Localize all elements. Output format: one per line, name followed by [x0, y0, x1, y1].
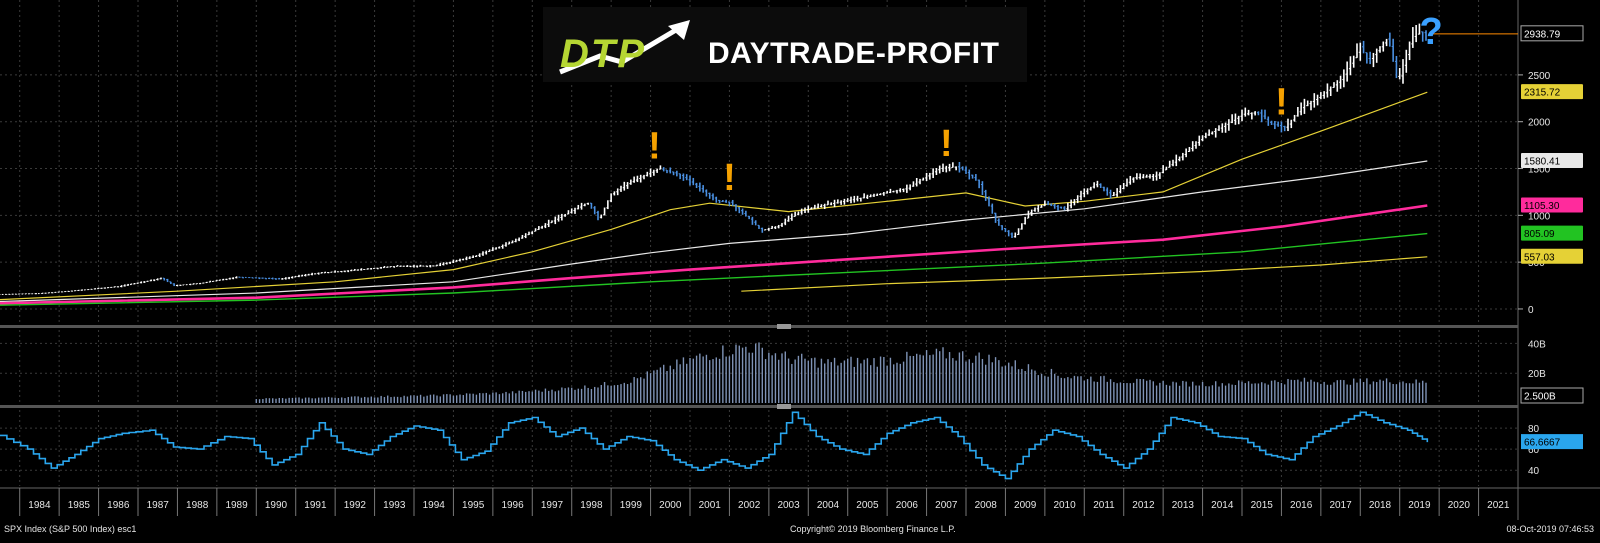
- x-tick-label: 2002: [738, 500, 761, 511]
- x-tick-label: 2001: [699, 500, 722, 511]
- vol-y-label: 40B: [1528, 339, 1546, 350]
- x-tick-label: 1999: [620, 500, 643, 511]
- y-tick-label: 2000: [1528, 118, 1551, 129]
- x-tick-label: 1992: [344, 500, 367, 511]
- footer-timestamp: 08-Oct-2019 07:46:53: [1506, 524, 1594, 534]
- x-tick-label: 2005: [856, 500, 879, 511]
- y-tick-label: 2500: [1528, 71, 1551, 82]
- rsi-last-label: 66.6667: [1524, 438, 1561, 449]
- x-tick-label: 2010: [1053, 500, 1076, 511]
- footer-security-label: SPX Index (S&P 500 Index) esc1: [4, 524, 137, 534]
- x-tick-label: 1994: [423, 500, 446, 511]
- series-line-ma3: [0, 204, 1428, 305]
- exclamation-annotation: !: [648, 125, 661, 167]
- question-annotation: ?: [1420, 11, 1443, 53]
- value-tag-label-ma4: 805.09: [1524, 229, 1555, 240]
- x-tick-label: 2008: [975, 500, 998, 511]
- y-axis-labels: 050010001500200025002315.721580.411105.3…: [1431, 25, 1584, 477]
- rsi-last-tag: [1521, 434, 1583, 450]
- y-tick-label: 1000: [1528, 211, 1551, 222]
- x-tick-label: 2012: [1132, 500, 1155, 511]
- series-line-ma1: [0, 91, 1428, 301]
- x-tick-label: 2018: [1369, 500, 1392, 511]
- rsi-y-label: 40: [1528, 466, 1540, 477]
- x-tick-label: 2006: [896, 500, 919, 511]
- value-tag-label-ma2: 1580.41: [1524, 156, 1561, 167]
- x-tick-label: 1996: [501, 500, 524, 511]
- x-tick-label: 1991: [304, 500, 327, 511]
- vol-y-label: 20B: [1528, 369, 1546, 380]
- panel-separator-1: [0, 405, 1518, 408]
- x-tick-label: 1986: [107, 500, 130, 511]
- x-tick-label: 1984: [28, 500, 51, 511]
- x-tick-label: 1993: [383, 500, 406, 511]
- status-footer: SPX Index (S&P 500 Index) esc1 Copyright…: [0, 520, 1600, 538]
- value-tag-label-ma1: 2315.72: [1524, 88, 1561, 99]
- x-tick-label: 1989: [225, 500, 248, 511]
- exclamation-annotation: !: [1275, 81, 1288, 123]
- logo-arrowhead-icon: [668, 20, 690, 40]
- x-tick-label: 1998: [580, 500, 603, 511]
- x-tick-label: 2007: [935, 500, 958, 511]
- x-tick-label: 2013: [1172, 500, 1195, 511]
- last-price-tag: [1520, 25, 1584, 42]
- rsi-line: [0, 411, 1429, 480]
- x-tick-label: 2019: [1408, 500, 1431, 511]
- panel-separator-0: [0, 325, 1518, 328]
- x-tick-label: 2014: [1211, 500, 1234, 511]
- exclamation-annotation: !: [723, 157, 736, 199]
- x-tick-label: 2015: [1251, 500, 1274, 511]
- x-tick-label: 2004: [817, 500, 840, 511]
- value-tag-ma5: [1521, 248, 1583, 264]
- x-tick-label: 1985: [68, 500, 91, 511]
- x-tick-label: 1990: [265, 500, 288, 511]
- moving-average-lines: [0, 91, 1428, 306]
- logo-mark: DTP: [560, 32, 646, 76]
- last-price-label: 2938.79: [1524, 29, 1561, 40]
- logo: DTP DAYTRADE-PROFIT: [543, 7, 1027, 82]
- value-tag-ma2: [1521, 152, 1583, 168]
- value-tag-ma3: [1521, 197, 1583, 213]
- logo-brand-text: DAYTRADE-PROFIT: [708, 37, 999, 70]
- x-tick-label: 1995: [462, 500, 485, 511]
- exclamation-annotation: !: [940, 123, 953, 165]
- value-tag-ma1: [1521, 84, 1583, 100]
- series-line-ma4: [0, 232, 1428, 306]
- value-tag-ma4: [1521, 225, 1583, 241]
- series-line-ma2: [0, 160, 1428, 303]
- vol-last-tag: [1520, 387, 1584, 404]
- rsi-y-label: 60: [1528, 445, 1540, 456]
- panel-resize-handle-1: [777, 404, 791, 409]
- rsi-line-layer: [0, 411, 1429, 480]
- y-tick-label: 1500: [1528, 165, 1551, 176]
- value-tag-label-ma3: 1105.30: [1524, 201, 1560, 212]
- x-tick-label: 2000: [659, 500, 682, 511]
- vol-last-label: 2.500B: [1524, 392, 1556, 403]
- x-tick-label: 2020: [1448, 500, 1471, 511]
- x-tick-label: 2021: [1487, 500, 1510, 511]
- x-tick-label: 2017: [1329, 500, 1352, 511]
- annotations-layer: !!!!?: [648, 11, 1443, 199]
- logo-arrow-icon: [559, 27, 678, 75]
- x-tick-label: 2003: [777, 500, 800, 511]
- x-tick-label: 1987: [147, 500, 170, 511]
- logo-background: [543, 7, 1027, 82]
- x-tick-label: 1997: [541, 500, 564, 511]
- rsi-y-label: 80: [1528, 424, 1540, 435]
- x-tick-label: 2009: [1014, 500, 1037, 511]
- footer-copyright: Copyright© 2019 Bloomberg Finance L.P.: [790, 524, 956, 534]
- value-tag-label-ma5: 557.03: [1524, 252, 1555, 263]
- y-tick-label: 0: [1528, 305, 1534, 316]
- x-axis-labels: 1984 1985 1986 1987 1988 1989 1990 1991 1992 1993…: [19, 488, 1510, 516]
- price-bars: [0, 23, 1427, 295]
- x-tick-label: 1988: [186, 500, 209, 511]
- x-tick-label: 2016: [1290, 500, 1313, 511]
- volume-bars: [255, 342, 1427, 403]
- series-line-ma5: [741, 256, 1428, 292]
- x-tick-label: 2011: [1093, 500, 1115, 511]
- panel-resize-handle-0: [777, 324, 791, 329]
